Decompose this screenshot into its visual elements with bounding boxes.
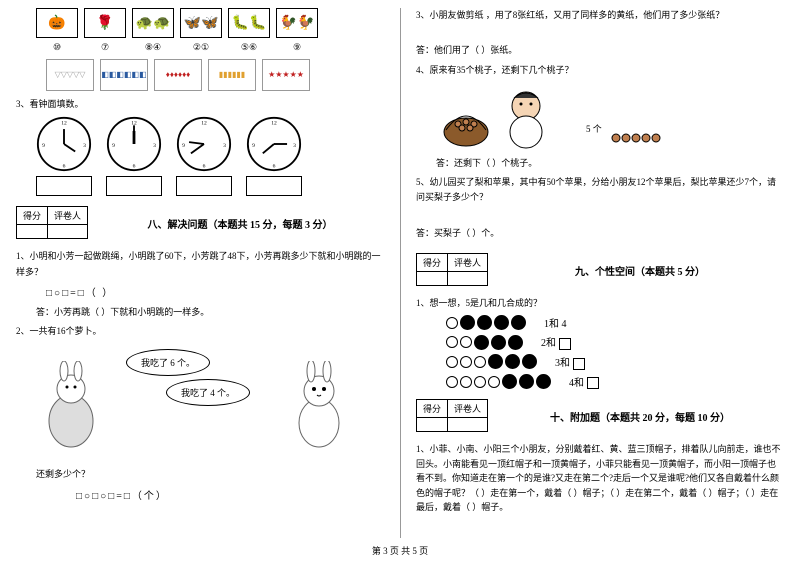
svg-text:12: 12 (61, 121, 67, 127)
score-table: 得分评卷人 (416, 399, 488, 432)
grader-header: 评卷人 (448, 400, 488, 418)
dot-row: 3和 (446, 354, 784, 370)
clock-answer-boxes (36, 176, 384, 196)
combo-label: 1和 4 (544, 315, 567, 330)
left-column: 🎃 🌹 🐢🐢 🦋🦋 🐛🐛 🐓🐓 ⑩ ⑦ ⑧④ ②① ⑤⑥ ⑨ ▽▽▽▽▽ ◧◧◧… (0, 0, 400, 540)
icon-box: 🐢🐢 (132, 8, 174, 38)
bunny-illustration: 我吃了 6 个。 我吃了 4 个。 (16, 343, 384, 463)
svg-text:3: 3 (83, 143, 86, 149)
q3-text: 3、小朋友做剪纸 ，用了8张红纸，又用了同样多的黄纸，他们用了多少张纸？ (416, 8, 784, 23)
q9-1-text: 1、想一想，5是几和几合成的？ (416, 296, 784, 311)
grader-header: 评卷人 (48, 207, 88, 225)
shape-box: ◧◧◧◧◧◧ (100, 59, 148, 91)
bunny-right-icon (284, 361, 354, 451)
section-8-title: 八、解决问题（本题共 15 分，每题 3 分） (96, 206, 384, 231)
circled-number: ⑩ (36, 42, 78, 53)
speech-bubble-1: 我吃了 6 个。 (126, 349, 210, 376)
svg-text:3: 3 (223, 143, 226, 149)
shape-box: ▮▮▮▮▮▮ (208, 59, 256, 91)
svg-text:9: 9 (182, 143, 185, 149)
bunny-left-icon (36, 361, 106, 451)
column-divider (400, 8, 401, 538)
clock-icon: 12369 (106, 116, 162, 172)
kid-basket-illustration: 5 个 (436, 82, 784, 152)
combo-label: 2和 (541, 334, 571, 350)
q3-title: 3、看钟面填数。 (16, 97, 384, 112)
clocks-row: 12 3 6 9 12 3 6 9 12 3 6 9 12 3 6 9 (36, 116, 384, 172)
answer-box[interactable] (176, 176, 232, 196)
q8-2-formula: □○□○□=□（个） (76, 487, 384, 502)
score-header: 得分 (417, 400, 448, 418)
svg-text:9: 9 (112, 143, 115, 149)
shape-boxes-row: ▽▽▽▽▽ ◧◧◧◧◧◧ ♦♦♦♦♦♦ ▮▮▮▮▮▮ ★★★★★ (46, 59, 384, 91)
q8-2-question: 还剩多少个？ (36, 467, 384, 482)
answer-box[interactable] (36, 176, 92, 196)
svg-text:12: 12 (271, 121, 277, 127)
q4-text: 4、原来有35个桃子，还剩下几个桃子？ (416, 63, 784, 78)
svg-text:6: 6 (203, 164, 206, 170)
q5-answer: 答：买梨子（ ）个。 (416, 226, 784, 241)
right-column: 3、小朋友做剪纸 ，用了8张红纸，又用了同样多的黄纸，他们用了多少张纸？ 答：他… (400, 0, 800, 540)
svg-text:6: 6 (273, 164, 276, 170)
dot-row: 1和 4 (446, 315, 784, 330)
svg-text:5 个: 5 个 (586, 124, 602, 134)
icon-boxes-row: 🎃 🌹 🐢🐢 🦋🦋 🐛🐛 🐓🐓 (36, 8, 384, 38)
answer-square[interactable] (559, 338, 571, 350)
svg-text:3: 3 (293, 143, 296, 149)
q5-text: 5、幼儿园买了梨和苹果，其中有50个苹果，分给小朋友12个苹果后，梨比苹果还少7… (416, 175, 784, 206)
q3-answer: 答：他们用了（ ）张纸。 (416, 43, 784, 58)
combo-label: 4和 (569, 374, 599, 390)
q10-text: 1、小菲、小南、小阳三个小朋友，分别戴着红、黄、蓝三顶帽子，排着队儿向前走，谁也… (416, 442, 784, 514)
dot-combinations: 1和 4 2和 3和 4和 (416, 315, 784, 389)
q8-1-formula: □○□=□（ ） (46, 284, 384, 299)
q4-answer: 答：还剩下（ ）个桃子。 (436, 156, 784, 171)
circled-number: ⑦ (84, 42, 126, 53)
svg-text:12: 12 (201, 121, 207, 127)
dot-row: 2和 (446, 334, 784, 350)
answer-box[interactable] (106, 176, 162, 196)
shape-box: ▽▽▽▽▽ (46, 59, 94, 91)
speech-bubble-2: 我吃了 4 个。 (166, 379, 250, 406)
score-header: 得分 (17, 207, 48, 225)
q8-1-answer: 答：小芳再跳（ ）下就和小明跳的一样多。 (36, 305, 384, 320)
shape-box: ♦♦♦♦♦♦ (154, 59, 202, 91)
answer-square[interactable] (573, 358, 585, 370)
page-footer: 第 3 页 共 5 页 (0, 540, 800, 557)
clock-icon: 12 3 6 9 (246, 116, 302, 172)
score-table: 得分评卷人 (16, 206, 88, 239)
icon-box: 🎃 (36, 8, 78, 38)
score-header: 得分 (417, 254, 448, 272)
circled-number: ⑨ (276, 42, 318, 53)
icon-box: 🐛🐛 (228, 8, 270, 38)
clock-icon: 12 3 6 9 (176, 116, 232, 172)
answer-square[interactable] (587, 377, 599, 389)
clock-icon: 12 3 6 9 (36, 116, 92, 172)
svg-text:9: 9 (42, 143, 45, 149)
answer-box[interactable] (246, 176, 302, 196)
q8-2-text: 2、一共有16个萝卜。 (16, 324, 384, 339)
icon-box: 🌹 (84, 8, 126, 38)
circled-number: ②① (180, 42, 222, 53)
circled-number: ⑤⑥ (228, 42, 270, 53)
section-10-title: 十、附加题（本题共 20 分，每题 10 分） (496, 399, 784, 424)
grader-header: 评卷人 (448, 254, 488, 272)
section-9-title: 九、个性空间（本题共 5 分） (496, 253, 784, 278)
svg-text:3: 3 (153, 143, 156, 149)
q8-1-text: 1、小明和小芳一起做跳绳，小明跳了60下，小芳跳了48下，小芳再跳多少下就和小明… (16, 249, 384, 280)
icon-numbers-row: ⑩ ⑦ ⑧④ ②① ⑤⑥ ⑨ (36, 42, 384, 53)
shape-box: ★★★★★ (262, 59, 310, 91)
circled-number: ⑧④ (132, 42, 174, 53)
svg-text:6: 6 (63, 164, 66, 170)
icon-box: 🐓🐓 (276, 8, 318, 38)
svg-text:6: 6 (133, 164, 136, 170)
score-table: 得分评卷人 (416, 253, 488, 286)
combo-label: 3和 (555, 354, 585, 370)
icon-box: 🦋🦋 (180, 8, 222, 38)
dot-row: 4和 (446, 374, 784, 390)
svg-text:9: 9 (252, 143, 255, 149)
